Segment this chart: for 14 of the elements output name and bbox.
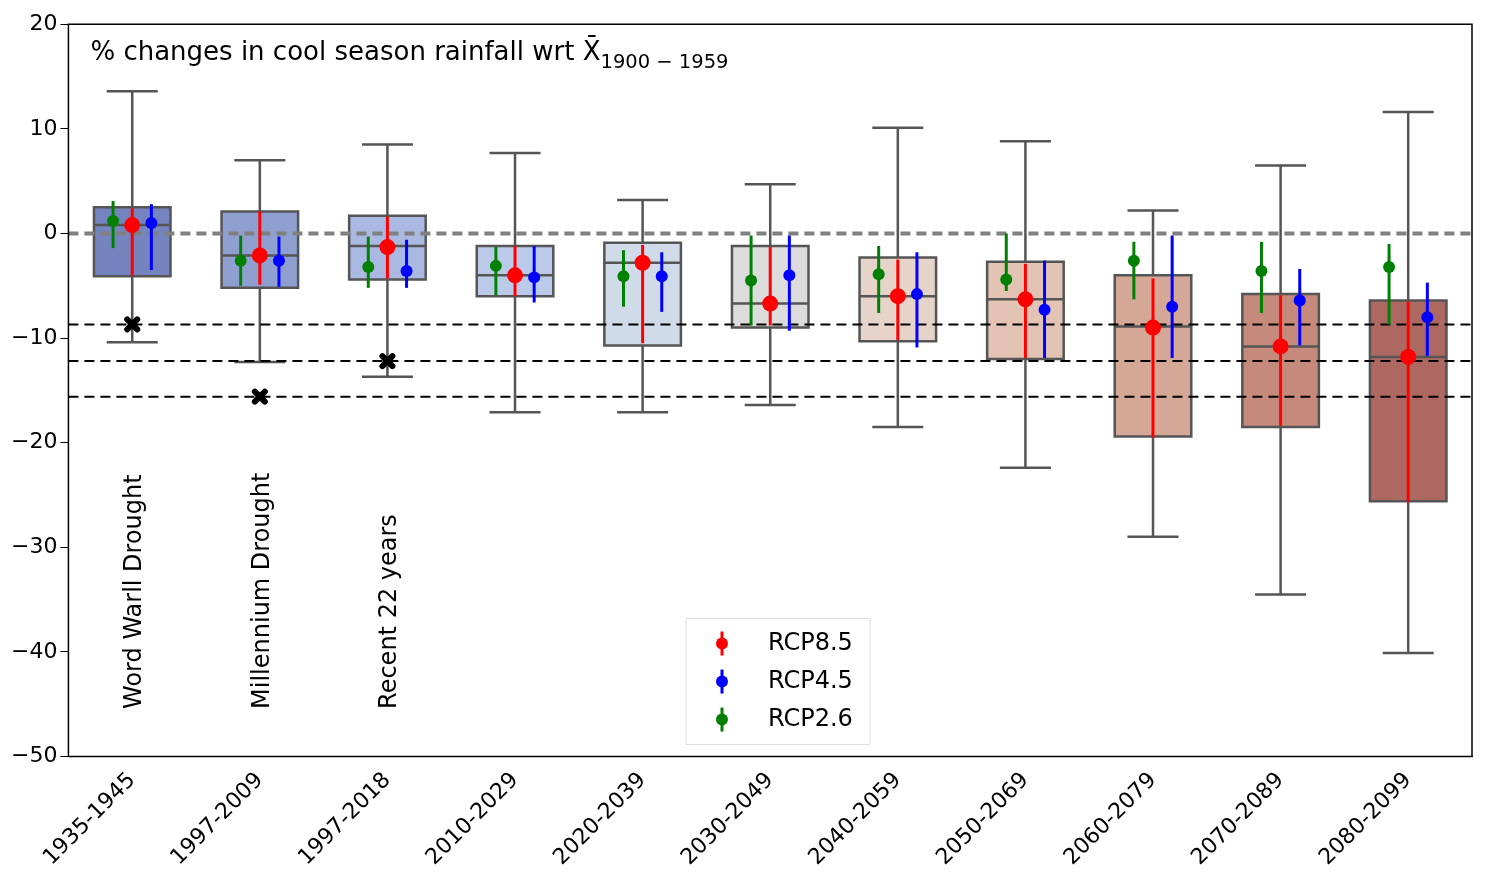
legend-label: RCP8.5	[768, 627, 853, 656]
y-tick-label: −50	[10, 742, 58, 768]
legend-label: RCP4.5	[768, 665, 853, 694]
y-tick-label: 10	[29, 114, 58, 140]
y-tick-label: 0	[43, 219, 58, 245]
annotation: Millennium Drought	[246, 472, 275, 709]
y-tick-label: −30	[10, 533, 58, 559]
y-tick-label: −20	[10, 428, 58, 454]
y-tick-label: 20	[29, 9, 58, 35]
legend-label: RCP2.6	[768, 703, 853, 732]
annotation: Word Warll Drought	[119, 474, 148, 709]
y-tick-label: −10	[10, 323, 58, 349]
annotation: Recent 22 years	[374, 514, 403, 709]
y-tick-label: −40	[10, 637, 58, 663]
